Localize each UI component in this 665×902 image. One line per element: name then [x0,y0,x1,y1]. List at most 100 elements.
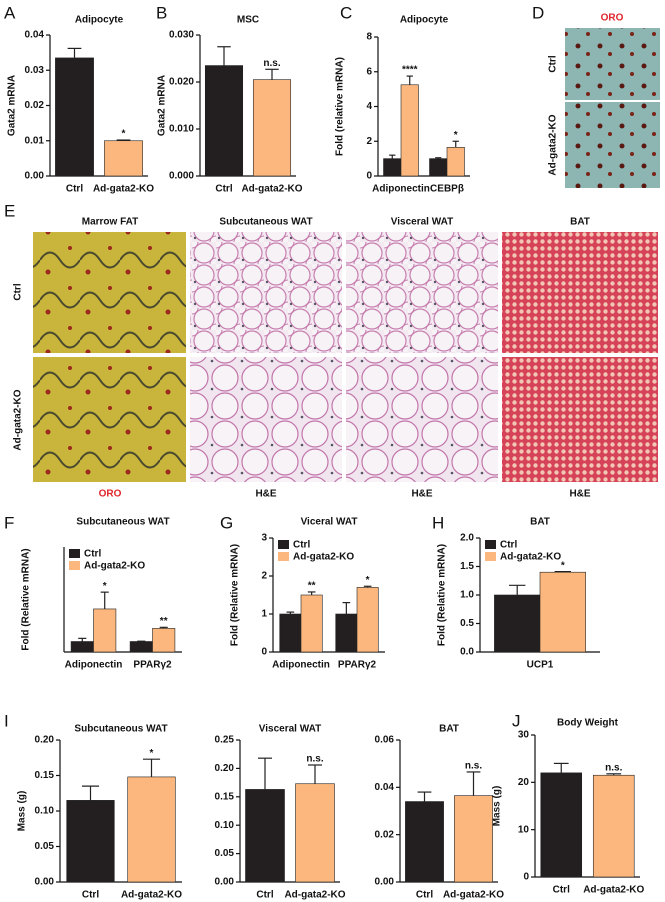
y-tick-label: 0.01 [25,135,45,146]
y-axis-label: Gata2 mRNA [7,75,18,136]
bar [66,800,115,883]
y-axis-label: Fold (Relative mRNA) [230,544,241,646]
panel-letter: C [340,3,352,22]
x-tick-label: Adiponectin [65,660,123,671]
y-axis-label: Mass (g) [17,791,28,832]
stain-label: H&E [569,489,590,500]
y-tick-label: 30 [518,730,530,741]
bar [494,594,541,653]
y-tick-label: 1 [261,609,267,620]
x-tick-label: Ctrl [66,184,83,195]
bar [204,65,244,177]
chart-title: Viceral WAT [301,517,358,528]
y-tick-label: 0.00 [35,877,55,888]
legend-swatch [278,540,289,549]
bar [252,79,292,177]
panel-letter: J [512,711,521,730]
y-tick-label: 20 [518,777,530,788]
x-tick-label: Ctrl [256,890,273,901]
y-tick-label: 0.25 [215,735,235,746]
x-tick-label: Ad-gata2-KO [443,890,504,901]
y-tick-label: 0 [261,647,267,658]
y-tick-label: 3 [261,533,267,544]
x-tick-label: Ad-gata2-KO [241,184,302,195]
y-tick-label: 2 [366,136,372,147]
y-tick-label: 0.04 [375,782,395,793]
y-tick-label: 0.15 [35,770,55,781]
y-tick-label: 0.5 [460,618,474,629]
oro-image [565,28,660,100]
bar [245,789,285,883]
significance: * [103,581,107,592]
row-label: Ctrl [13,283,24,300]
legend-swatch [69,549,80,558]
x-tick-label: PPARγ2 [133,660,172,671]
column-title: BAT [570,217,590,228]
x-tick-label: Ad-gata2-KO [93,184,154,195]
bar [540,772,583,878]
histology-image [33,232,186,353]
column-title: Subcutaneous WAT [219,217,312,228]
y-tick-label: 0.06 [375,735,395,746]
x-tick-label: Ctrl [416,890,433,901]
legend-label: Ad-gata2-KO [293,552,354,563]
significance: n.s. [605,762,622,773]
panel-letter: E [4,201,15,220]
stain-label: H&E [411,489,432,500]
y-axis-label: Mass (g) [492,786,503,827]
y-tick-label: 0.15 [215,791,235,802]
legend-label: Ctrl [293,540,310,551]
significance: * [150,748,154,759]
y-tick-label: 0.000 [169,171,194,182]
histology-image [190,232,342,353]
row-label: Ad-gata2-KO [13,389,24,450]
bar [300,594,323,653]
stain-label: ORO [99,489,122,500]
y-tick-label: 0.04 [25,30,45,41]
histology-image [33,357,186,482]
row-label: Ctrl [548,55,559,72]
x-tick-label: Ctrl [82,890,99,901]
y-axis-label: Fold (relative mRNA) [335,57,346,156]
legend-label: Ad-gata2-KO [84,561,145,572]
x-tick-label: PPARγ2 [338,660,377,671]
chart-title: Subcutaneous WAT [76,517,169,528]
bar [104,140,143,177]
chart-title: Subcutaneous WAT [74,724,167,735]
y-tick-label: 4 [366,101,372,112]
panel-letter: F [4,513,14,532]
legend-label: Ctrl [84,549,101,560]
panel-letter: I [4,711,9,730]
panel-letter: G [220,513,233,532]
chart-title: Adipocyte [400,15,449,26]
y-tick-label: 0.10 [215,820,235,831]
oro-image [565,102,660,188]
y-tick-label: 0.00 [25,171,45,182]
y-tick-label: 0.010 [169,124,194,135]
x-tick-label: Ad-gata2-KO [284,890,345,901]
significance: * [122,129,126,140]
legend-swatch [485,552,496,561]
chart-title: Adipocyte [75,15,124,26]
bar [335,613,358,653]
bar [295,783,335,883]
bar [539,571,586,653]
y-tick-label: 0.05 [35,841,55,852]
legend-label: Ad-gata2-KO [500,552,561,563]
y-tick-label: 8 [366,32,372,43]
bar [592,774,635,878]
y-axis-label: Fold (Relative mRNA) [437,544,448,646]
bar [405,801,444,883]
y-tick-label: 6 [366,66,372,77]
chart-title: Body Weight [557,718,619,729]
bar [279,613,302,653]
oro-title: ORO [601,13,624,24]
bar [152,628,176,653]
significance: ** [308,581,316,592]
significance: * [561,560,565,571]
histology-image [190,357,342,482]
y-tick-label: 10 [518,824,530,835]
significance: n.s. [465,761,482,772]
y-tick-label: 0 [523,872,529,883]
histology-image [346,357,498,482]
